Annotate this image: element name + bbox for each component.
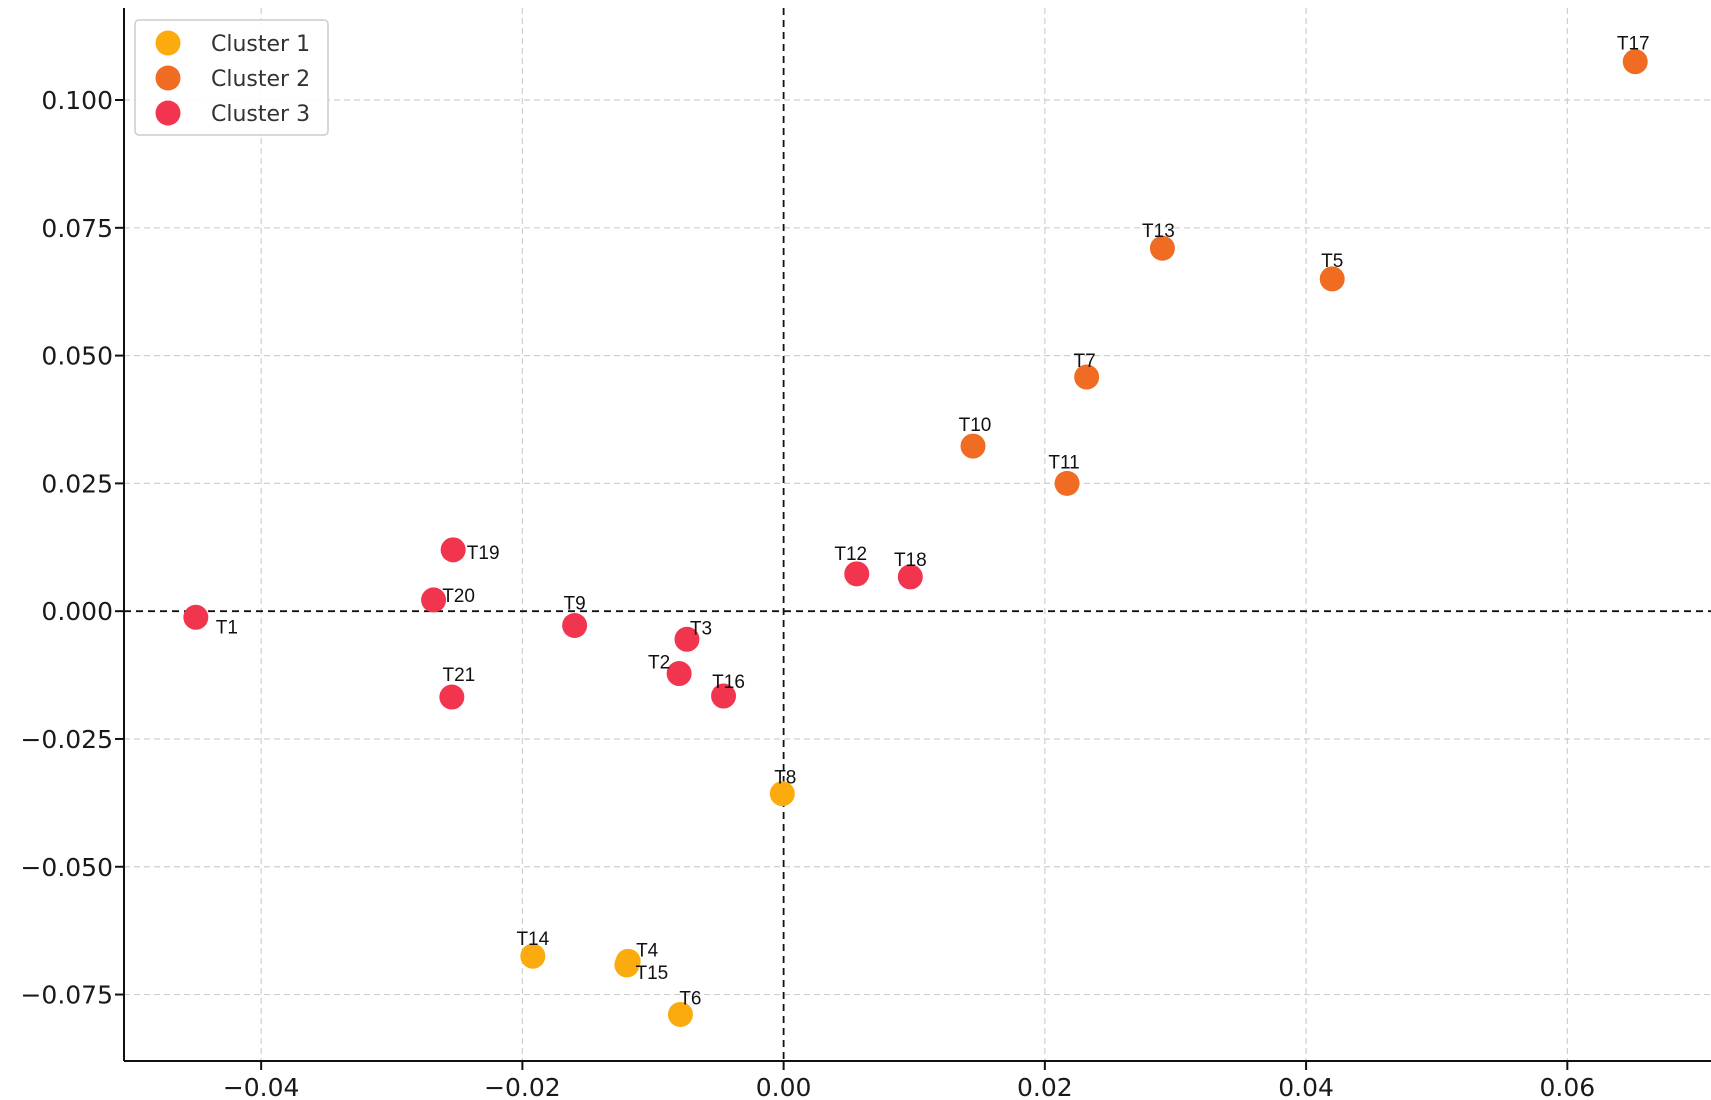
y-tick-label: −0.075 xyxy=(20,981,113,1010)
scatter-point-t7 xyxy=(1074,364,1100,390)
legend-marker xyxy=(155,30,181,56)
scatter-point-t8 xyxy=(769,781,795,807)
legend-label: Cluster 1 xyxy=(211,32,310,57)
scatter-point-t5 xyxy=(1319,266,1345,292)
y-tick-label: 0.025 xyxy=(41,469,113,498)
scatter-point-t14 xyxy=(520,943,546,969)
data-points xyxy=(183,49,1648,1027)
point-label-t20: T20 xyxy=(442,586,475,607)
legend-label: Cluster 2 xyxy=(211,67,310,92)
grid xyxy=(124,8,1711,1061)
y-tick-label: 0.000 xyxy=(41,597,113,626)
point-label-t15: T15 xyxy=(636,963,669,984)
scatter-point-t15 xyxy=(614,952,640,978)
legend-marker xyxy=(155,65,181,91)
point-label-t6: T6 xyxy=(679,988,701,1009)
point-label-t18: T18 xyxy=(894,550,927,571)
y-tick-label: 0.075 xyxy=(41,214,113,243)
legend-label: Cluster 3 xyxy=(211,102,310,127)
point-label-t17: T17 xyxy=(1617,34,1650,55)
point-label-t14: T14 xyxy=(516,929,549,950)
scatter-point-t11 xyxy=(1054,470,1080,496)
tick-labels: −0.04 −0.02 0.00 0.02 0.04 0.06 0.100 0.075 0.05… xyxy=(20,86,1595,1100)
point-label-t7: T7 xyxy=(1074,351,1096,372)
scatter-point-t2 xyxy=(666,661,692,687)
x-tick-label: 0.04 xyxy=(1278,1073,1334,1100)
x-tick-label: −0.02 xyxy=(484,1073,561,1100)
scatter-point-t19 xyxy=(440,537,466,563)
point-label-t2: T2 xyxy=(648,653,670,674)
scatter-point-t10 xyxy=(960,433,986,459)
point-label-t3: T3 xyxy=(690,618,712,639)
point-label-t19: T19 xyxy=(467,543,500,564)
point-label-t5: T5 xyxy=(1321,251,1343,272)
scatter-point-t3 xyxy=(674,626,700,652)
scatter-point-t13 xyxy=(1149,235,1175,261)
point-label-t9: T9 xyxy=(564,593,586,614)
axes xyxy=(115,8,1711,1070)
scatter-point-t18 xyxy=(897,564,923,590)
x-tick-label: 0.00 xyxy=(756,1073,812,1100)
y-tick-label: −0.050 xyxy=(20,853,113,882)
point-label-t8: T8 xyxy=(774,768,796,789)
legend-marker xyxy=(155,100,181,126)
x-tick-label: 0.02 xyxy=(1017,1073,1073,1100)
scatter-point-t21 xyxy=(439,684,465,710)
scatter-point-t6 xyxy=(667,1001,693,1027)
point-label-t13: T13 xyxy=(1142,221,1175,242)
point-label-t1: T1 xyxy=(216,617,238,638)
legend: Cluster 1 Cluster 2 Cluster 3 xyxy=(134,19,329,136)
x-tick-label: 0.06 xyxy=(1539,1073,1595,1100)
legend-box xyxy=(134,19,329,136)
zero-lines xyxy=(124,8,1711,1061)
point-label-t12: T12 xyxy=(834,544,867,565)
scatter-point-t16 xyxy=(711,683,737,709)
x-tick-label: −0.04 xyxy=(223,1073,300,1100)
scatter-point-t17 xyxy=(1622,49,1648,75)
point-label-t11: T11 xyxy=(1048,452,1079,473)
scatter-point-t9 xyxy=(562,612,588,638)
scatter-point-t20 xyxy=(421,587,447,613)
point-label-t10: T10 xyxy=(959,415,992,436)
y-tick-label: 0.100 xyxy=(41,86,113,115)
y-tick-label: 0.050 xyxy=(41,342,113,371)
y-tick-label: −0.025 xyxy=(20,725,113,754)
point-label-t16: T16 xyxy=(712,672,745,693)
point-label-t4: T4 xyxy=(636,940,659,961)
scatter-point-t1 xyxy=(183,604,209,630)
scatter-point-t12 xyxy=(844,561,870,587)
point-label-t21: T21 xyxy=(442,665,475,686)
